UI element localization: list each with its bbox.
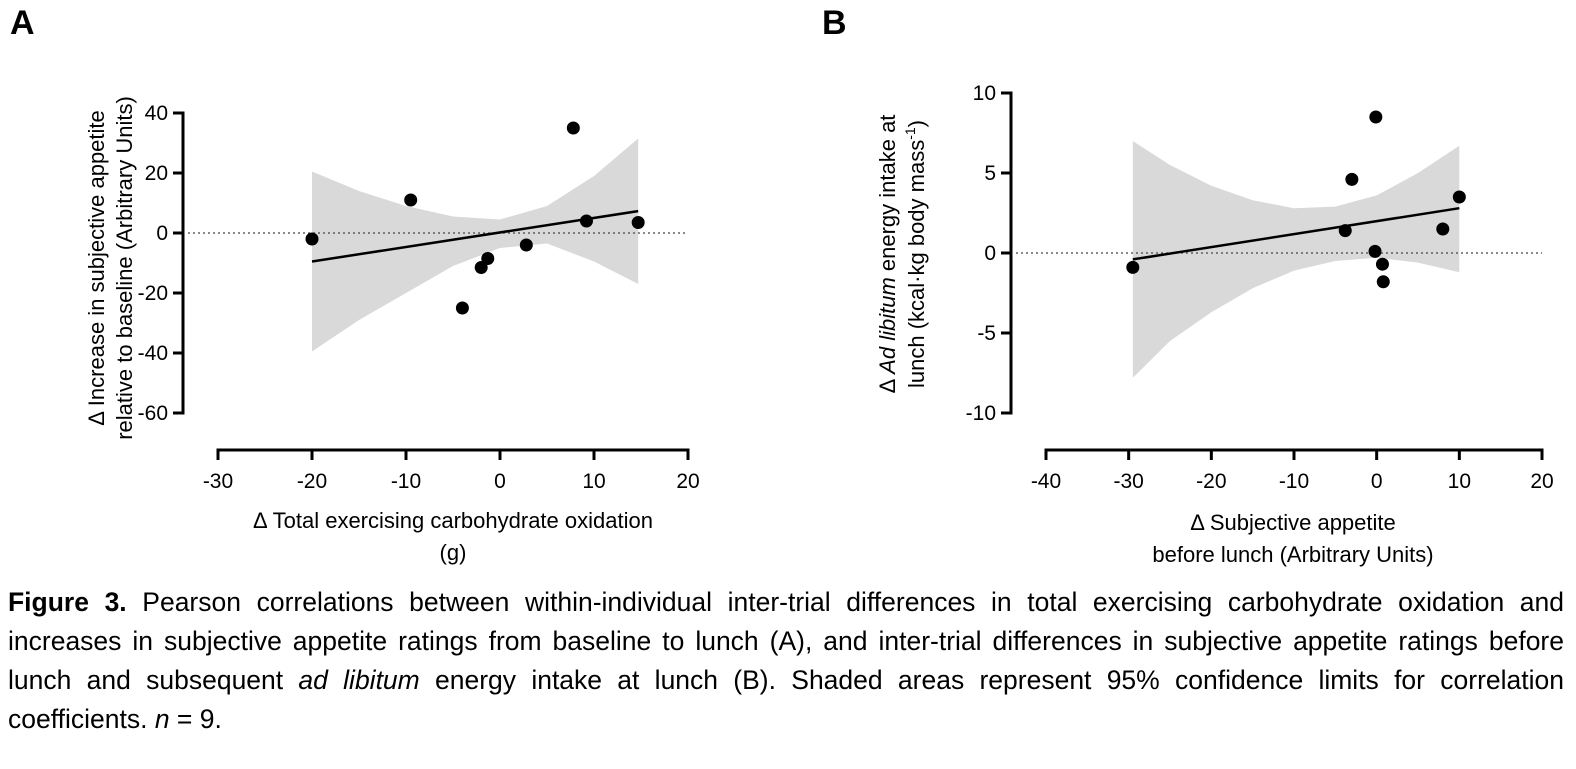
b-y-tick-label: 0 bbox=[984, 242, 996, 265]
panel-b-confidence-band bbox=[1132, 141, 1460, 378]
panel-a: A -60 -40 -20 0 20 40 -30 -20 -10 0 10 20 Δ Increa… bbox=[10, 4, 700, 565]
a-data-point-4 bbox=[474, 261, 488, 274]
panel-a-points bbox=[305, 121, 645, 315]
b-confidence-band-area bbox=[1132, 141, 1460, 378]
b-data-point-7 bbox=[1376, 275, 1390, 289]
b-x-tick-label: -30 bbox=[1113, 470, 1143, 493]
a-y-tick-label: -60 bbox=[138, 402, 168, 425]
a-y-tick-label: -20 bbox=[138, 282, 168, 305]
a-data-point-6 bbox=[519, 238, 533, 252]
b-x-tick-label: 0 bbox=[1371, 470, 1383, 493]
a-data-point-9 bbox=[631, 216, 645, 229]
a-x-tick-label: -30 bbox=[203, 470, 233, 493]
b-data-point-6 bbox=[1375, 257, 1389, 271]
a-x-tick-label: 20 bbox=[676, 470, 699, 493]
a-data-point-7 bbox=[566, 121, 580, 135]
caption-label: Figure 3. bbox=[8, 587, 127, 617]
a-x-tick-label: 0 bbox=[494, 470, 506, 493]
panel-a-x-axis: -30 -20 -10 0 10 20 bbox=[203, 448, 700, 493]
caption-italic-2: n bbox=[154, 704, 170, 734]
panel-a-confidence-band bbox=[312, 138, 639, 352]
a-y-tick-label: 0 bbox=[156, 222, 168, 245]
b-data-point-9 bbox=[1452, 190, 1466, 204]
panel-b-x-axis-title-line2: before lunch (Arbitrary Units) bbox=[1152, 542, 1433, 567]
b-x-tick-label: -10 bbox=[1279, 470, 1309, 493]
figure: A -60 -40 -20 0 20 40 -30 -20 -10 0 10 20 Δ Increa… bbox=[10, 4, 1554, 567]
panel-b-y-axis: -10 -5 0 5 10 bbox=[966, 82, 1013, 425]
caption-text-3: = 9. bbox=[169, 704, 222, 734]
panel-b-regression-line bbox=[1132, 206, 1460, 261]
b-x-tick-label: -40 bbox=[1031, 470, 1061, 493]
panel-b-y-axis-title-line2: lunch (kcal·kg body mass-1) bbox=[902, 120, 929, 388]
b-data-point-2 bbox=[1338, 224, 1352, 238]
b-y-tick-label: -10 bbox=[966, 402, 996, 425]
a-confidence-band-area bbox=[312, 138, 639, 352]
panel-a-x-axis-title-line1: Δ Total exercising carbohydrate oxidatio… bbox=[253, 508, 653, 533]
a-data-point-2 bbox=[404, 193, 418, 207]
panel-a-y-axis-title-line1: Δ Increase in subjective appetite bbox=[84, 110, 109, 426]
a-y-tick-label: 20 bbox=[145, 162, 168, 185]
caption-text-2: energy intake at lunch (B). Shaded areas… bbox=[8, 665, 1564, 734]
a-x-tick-label: 10 bbox=[582, 470, 605, 493]
panel-b-x-axis: -40 -30 -20 -10 0 10 20 bbox=[1031, 448, 1554, 493]
b-data-point-3 bbox=[1345, 172, 1359, 186]
panel-b-points bbox=[1126, 110, 1466, 289]
a-y-tick-label: -40 bbox=[138, 342, 168, 365]
panel-b-x-axis-title-line1: Δ Subjective appetite bbox=[1190, 510, 1396, 535]
b-x-tick-label: 20 bbox=[1530, 470, 1553, 493]
panel-b-y-axis-title-line1: Δ Ad libitum energy intake at bbox=[875, 115, 900, 394]
caption-text-1: Pearson correlations between within-indi… bbox=[8, 587, 1564, 695]
panel-b-label: B bbox=[822, 4, 847, 42]
b-y-tick-label: 5 bbox=[984, 162, 996, 185]
a-y-tick-label: 40 bbox=[145, 102, 168, 125]
panel-a-y-axis-title-line2: relative to baseline (Arbitrary Units) bbox=[112, 96, 137, 440]
panel-a-label: A bbox=[10, 4, 35, 42]
b-data-point-5 bbox=[1369, 110, 1383, 124]
b-data-point-4 bbox=[1368, 244, 1382, 258]
b-y-tick-label: 10 bbox=[973, 82, 996, 105]
figure-caption: Figure 3. Pearson correlations between w… bbox=[8, 583, 1564, 739]
b-x-tick-label: 10 bbox=[1448, 470, 1471, 493]
panel-b: B -10 -5 0 5 10 -40 -30 -20 -10 0 10 20 Δ Ad libit… bbox=[822, 4, 1554, 567]
a-x-tick-label: -10 bbox=[391, 470, 421, 493]
panel-a-y-axis: -60 -40 -20 0 20 40 bbox=[138, 102, 185, 425]
b-data-point-8 bbox=[1436, 222, 1450, 236]
a-data-point-1 bbox=[305, 232, 319, 246]
b-y-tick-label: -5 bbox=[977, 322, 996, 345]
a-data-point-5 bbox=[481, 252, 495, 265]
a-data-point-8 bbox=[579, 214, 593, 228]
panel-a-x-axis-title-line2: (g) bbox=[440, 540, 467, 565]
a-data-point-3 bbox=[455, 301, 469, 315]
a-x-tick-label: -20 bbox=[297, 470, 327, 493]
b-x-tick-label: -20 bbox=[1196, 470, 1226, 493]
caption-italic-1: ad libitum bbox=[298, 665, 420, 695]
b-data-point-1 bbox=[1126, 260, 1140, 274]
